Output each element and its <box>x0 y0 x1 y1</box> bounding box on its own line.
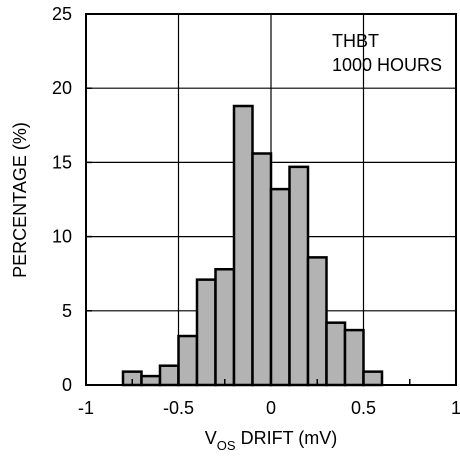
x-tick-labels: -1 -0.5 0 0.5 1 <box>78 398 460 418</box>
x-tick-label: -1 <box>78 398 94 418</box>
y-tick-label: 10 <box>52 227 72 247</box>
x-tick-label: 0.5 <box>351 398 376 418</box>
x-tick-label: -0.5 <box>163 398 194 418</box>
histogram-bars <box>121 104 384 387</box>
annotation-line-2: 1000 HOURS <box>332 55 442 75</box>
histogram-bar <box>232 104 254 387</box>
x-axis-label-main: V <box>205 428 217 448</box>
axis-ticks <box>85 13 457 386</box>
histogram-bar <box>158 364 180 387</box>
y-tick-label: 25 <box>52 4 72 24</box>
histogram-bar <box>306 256 328 387</box>
histogram-bar <box>214 267 236 387</box>
x-axis-label-rest: DRIFT (mV) <box>236 428 338 448</box>
histogram-bar <box>325 321 347 387</box>
y-tick-label: 5 <box>62 301 72 321</box>
y-tick-label: 0 <box>62 375 72 395</box>
histogram-bar <box>177 334 199 387</box>
histogram-bar <box>195 278 217 387</box>
histogram-bar <box>343 328 365 387</box>
x-tick-label: 1 <box>451 398 460 418</box>
histogram-bar <box>362 370 384 387</box>
y-tick-label: 20 <box>52 78 72 98</box>
y-tick-label: 15 <box>52 152 72 172</box>
histogram-bar <box>251 152 273 387</box>
histogram-bar <box>269 187 291 387</box>
y-axis-label: PERCENTAGE (%) <box>10 122 30 278</box>
histogram-bar <box>288 165 310 387</box>
histogram-bar <box>140 374 162 387</box>
y-tick-labels: 0 5 10 15 20 25 <box>52 4 72 395</box>
annotation-line-1: THBT <box>332 31 379 51</box>
x-axis-label-subscript: OS <box>217 438 236 453</box>
x-tick-label: 0 <box>266 398 276 418</box>
x-axis-label: VOS DRIFT (mV) <box>205 428 337 453</box>
